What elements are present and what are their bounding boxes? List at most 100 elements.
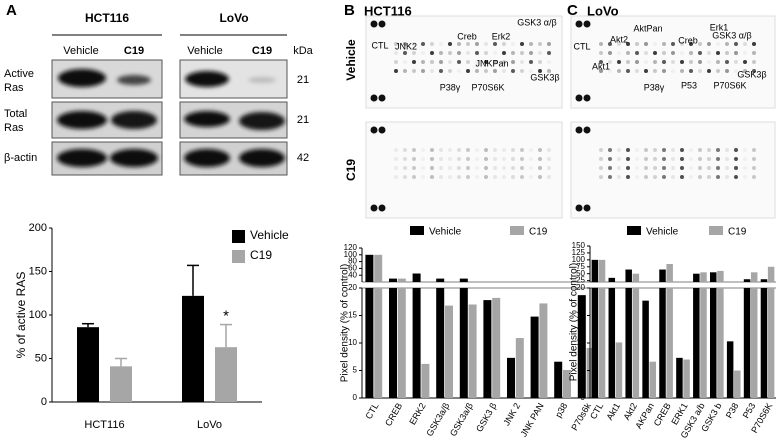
spot [538, 166, 542, 170]
bar [365, 288, 374, 398]
spot [653, 148, 657, 152]
blots [51, 59, 288, 176]
bar [182, 295, 204, 402]
spot-label: GSK3β [737, 69, 766, 79]
spot-label: AktPan [633, 23, 662, 33]
x-tick-label: GSK3 β [474, 401, 499, 433]
bar [608, 288, 616, 398]
spot [635, 51, 639, 55]
spot [743, 51, 747, 55]
spot [493, 60, 497, 64]
spot [457, 148, 461, 152]
y-axis-label: Pixel density (% of control) [569, 263, 580, 381]
spot [502, 157, 506, 161]
y-tick-label: 100 [29, 309, 47, 321]
spot [583, 126, 591, 134]
spot [511, 157, 515, 161]
spot-label: Erk1 [710, 22, 729, 32]
spot [653, 69, 657, 73]
bar [483, 300, 492, 398]
bar [709, 272, 717, 282]
row-label: Ras [4, 82, 24, 94]
lane-label: Vehicle [187, 45, 222, 57]
spot [538, 42, 542, 46]
spot-label: P38γ [644, 82, 665, 92]
bar [608, 277, 616, 282]
spot [520, 166, 524, 170]
bar [615, 342, 623, 398]
band [57, 111, 107, 129]
spot [617, 157, 621, 161]
spot [466, 60, 470, 64]
spot-label: JNK2 [395, 41, 417, 51]
spot [635, 42, 639, 46]
bar [666, 264, 673, 282]
spot [725, 42, 729, 46]
spot [653, 51, 657, 55]
spot [575, 20, 583, 28]
spot [752, 166, 756, 170]
spot [635, 157, 639, 161]
spot-label: Creb [457, 31, 477, 41]
spot [439, 60, 443, 64]
condition-label: Vehicle [344, 39, 358, 81]
bar [700, 288, 707, 398]
cell-line: LoVo [219, 11, 248, 25]
spot [662, 148, 666, 152]
spot [599, 51, 603, 55]
spot [662, 60, 666, 64]
bar [389, 278, 397, 282]
spot [394, 51, 398, 55]
spot [370, 20, 378, 28]
spot [599, 166, 603, 170]
spot [484, 157, 488, 161]
spot [635, 148, 639, 152]
spot [439, 166, 443, 170]
spot [725, 166, 729, 170]
spot [448, 166, 452, 170]
spot [575, 126, 583, 134]
spot-label: CTL [573, 41, 590, 51]
bar [215, 347, 237, 402]
bar [397, 288, 406, 398]
array-spots [370, 20, 756, 212]
spot [608, 166, 612, 170]
spot [716, 42, 720, 46]
spot [583, 20, 591, 28]
spot [493, 175, 497, 179]
spot [370, 126, 378, 134]
spot [608, 69, 612, 73]
bar [598, 288, 606, 398]
bar [625, 288, 632, 398]
band [58, 69, 106, 87]
spot [412, 166, 416, 170]
spot [493, 166, 497, 170]
y-tick-label: 5 [353, 366, 358, 375]
legend-swatch [510, 226, 524, 235]
spot [617, 51, 621, 55]
spot [529, 175, 533, 179]
y-tick-label: 10 [576, 338, 585, 347]
bar [767, 266, 775, 282]
spot [370, 94, 378, 102]
cell-line: HCT116 [364, 3, 412, 18]
spot [635, 175, 639, 179]
x-tick-label: Akt1 [604, 401, 622, 422]
spot [644, 60, 648, 64]
spot [617, 166, 621, 170]
spot [617, 175, 621, 179]
lane-label: Vehicle [63, 45, 98, 57]
x-tick-label: CTL [363, 401, 380, 421]
legend-label: Vehicle [250, 228, 289, 242]
bar [436, 278, 445, 282]
spot [653, 166, 657, 170]
spot [439, 175, 443, 179]
bar [683, 359, 690, 398]
spot [484, 175, 488, 179]
spot [430, 175, 434, 179]
spot [671, 51, 675, 55]
spot [662, 166, 666, 170]
spot-label: Erk2 [492, 31, 511, 41]
bar [649, 361, 657, 398]
spot [484, 148, 488, 152]
